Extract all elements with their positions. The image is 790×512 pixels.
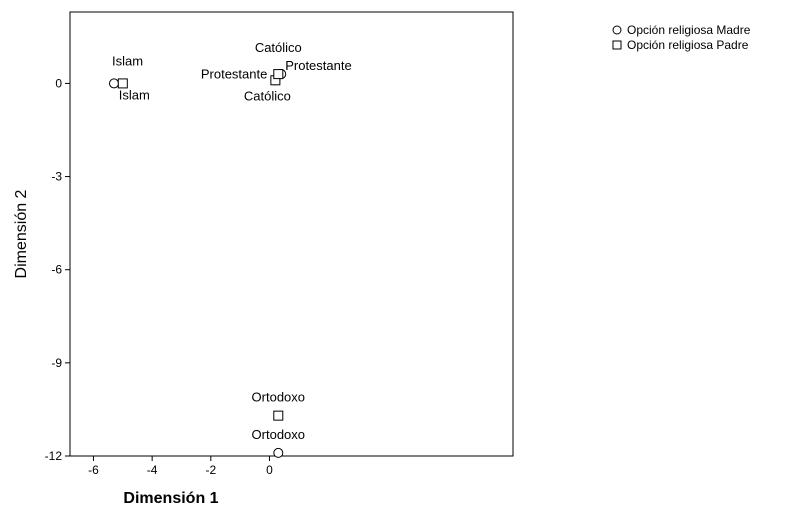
point-label: Protestante <box>201 66 268 81</box>
legend-square-marker <box>612 40 622 50</box>
point-label: Ortodoxo <box>252 427 305 442</box>
y-tick-label: -3 <box>51 170 62 184</box>
x-tick-label: -2 <box>205 463 216 477</box>
point-label: Ortodoxo <box>252 390 305 405</box>
x-tick-label: 0 <box>266 463 273 477</box>
madre-point-marker <box>109 78 120 89</box>
data-labels: Islam Católico Protestante Ortodoxo Islam Pro… <box>112 40 352 442</box>
legend-entry-madre: Opción religiosa Madre <box>627 23 751 37</box>
y-tick-label: -12 <box>45 449 63 463</box>
data-markers <box>109 69 287 458</box>
x-axis-ticks: -6 -4 -2 0 <box>88 456 273 477</box>
padre-point-marker <box>273 69 284 80</box>
y-axis-ticks: 0 -3 -6 -9 -12 <box>45 76 70 463</box>
x-axis-label: Dimensión 1 <box>123 490 218 507</box>
legend-circle-marker <box>612 25 622 35</box>
legend-entry-padre: Opción religiosa Padre <box>627 38 749 52</box>
point-label: Islam <box>112 53 143 68</box>
y-tick-label: -9 <box>51 356 62 370</box>
point-label: Islam <box>119 87 150 102</box>
plot-frame <box>69 11 514 457</box>
y-tick-label: 0 <box>55 76 62 90</box>
x-tick-label: -6 <box>88 463 99 477</box>
madre-point-marker <box>273 447 284 458</box>
legend: Opción religiosa Madre Opción religiosa … <box>612 23 751 52</box>
y-axis-label: Dimensión 2 <box>13 189 30 278</box>
x-tick-label: -4 <box>147 463 158 477</box>
padre-point-marker <box>117 78 128 89</box>
point-label: Católico <box>255 40 302 55</box>
padre-point-marker <box>273 410 284 421</box>
y-tick-label: -6 <box>51 263 62 277</box>
point-label: Católico <box>244 88 291 103</box>
point-label: Protestante <box>285 58 352 73</box>
